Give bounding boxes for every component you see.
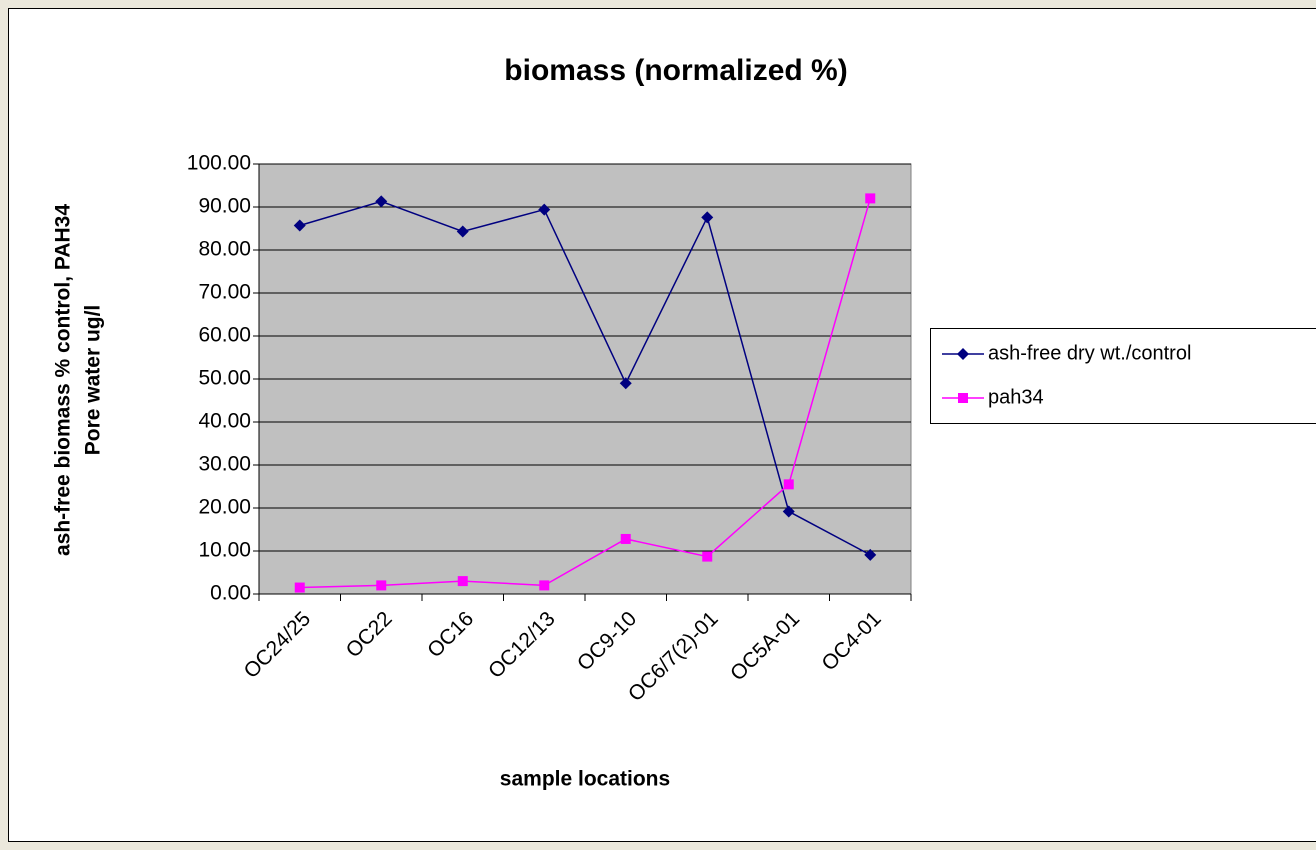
marker [864, 548, 877, 561]
y-tick-label: 60.00 [198, 324, 251, 347]
y-tick-label: 0.00 [210, 582, 251, 605]
y-tick-label: 10.00 [198, 539, 251, 562]
marker [375, 195, 388, 208]
y-tick-label: 30.00 [198, 453, 251, 476]
y-tick-label: 100.00 [187, 152, 251, 175]
chart-title: biomass (normalized %) [504, 54, 847, 87]
marker [539, 580, 550, 591]
marker [701, 211, 714, 224]
marker [456, 225, 469, 238]
marker [782, 505, 795, 518]
marker [293, 219, 306, 232]
marker [702, 551, 713, 562]
marker [457, 576, 468, 587]
legend-box [930, 328, 1316, 424]
y-tick-label: 20.00 [198, 496, 251, 519]
y-axis-label: ash-free biomass % control, PAH34 [52, 204, 75, 556]
y-tick-label: 70.00 [198, 281, 251, 304]
legend-marker [957, 348, 969, 360]
marker [620, 533, 631, 544]
legend-label: pah34 [988, 386, 1044, 408]
y-axis-label: Pore water ug/l [82, 305, 105, 456]
x-axis-label: sample locations [500, 768, 670, 791]
legend-label: ash-free dry wt./control [988, 342, 1191, 364]
marker [294, 582, 305, 593]
marker [865, 193, 876, 204]
y-tick-label: 80.00 [198, 238, 251, 261]
y-tick-label: 50.00 [198, 367, 251, 390]
marker [619, 377, 632, 390]
y-tick-label: 90.00 [198, 195, 251, 218]
series-line [299, 198, 871, 589]
y-tick-label: 40.00 [198, 410, 251, 433]
marker [538, 203, 551, 216]
marker [376, 580, 387, 591]
series-line [299, 200, 871, 556]
legend-marker [958, 393, 968, 403]
marker [783, 479, 794, 490]
